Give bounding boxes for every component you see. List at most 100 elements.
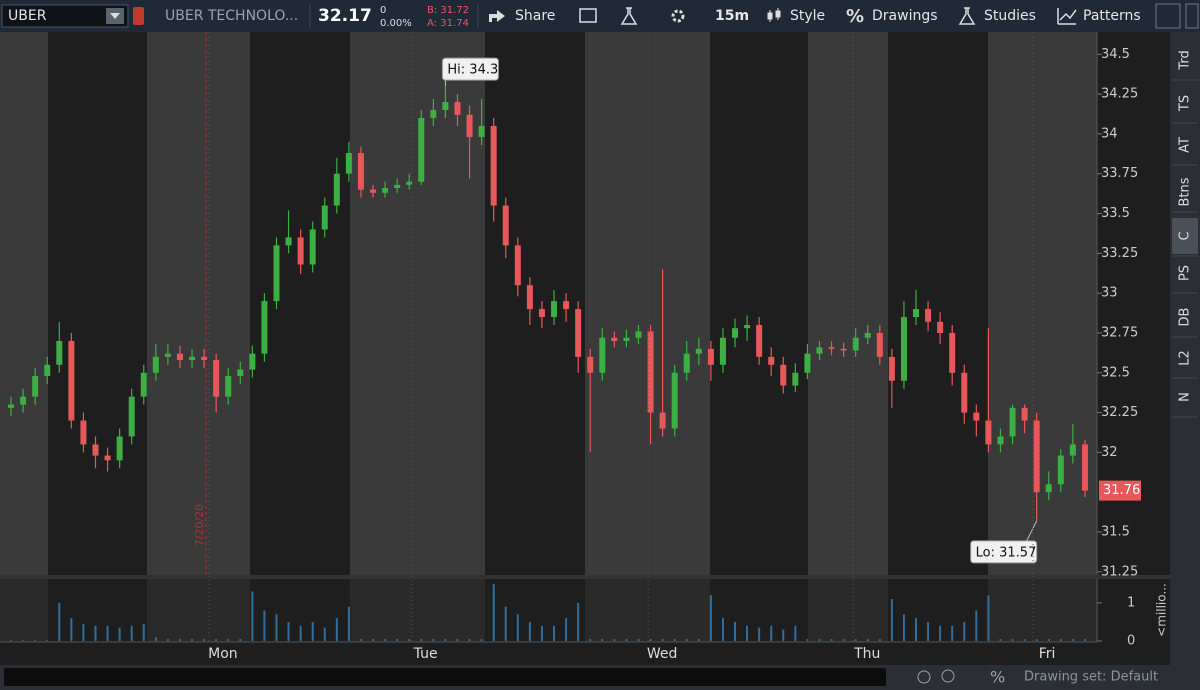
candle-body [828,347,835,349]
candle-body [804,353,811,373]
extended-hours-shade [808,579,888,642]
volume-bar [372,639,375,641]
candle-body [816,347,823,354]
scrollbar[interactable] [4,668,886,686]
candle-body [44,364,51,376]
price-axis [1097,32,1170,665]
sidebar-tab[interactable]: N [1178,392,1193,402]
bid: B: 31.72 [427,5,469,16]
sidebar-tab[interactable]: L2 [1178,350,1193,366]
sidebar-tab[interactable]: AT [1178,137,1193,153]
drawing-set[interactable]: Drawing set: Default [1024,670,1158,685]
share-button[interactable]: Share [515,8,555,24]
volume-bar [1035,639,1038,641]
candle-body [225,375,232,397]
volume-bar [649,639,652,641]
pan-icon[interactable] [917,670,931,684]
candle-body [478,125,485,138]
candle-body [900,317,907,381]
candle-body [719,337,726,365]
candle-body [273,245,280,302]
studies-button[interactable]: Studies [984,8,1036,24]
y-axis-label: <millio... [1155,583,1169,637]
volume-bar [94,625,97,641]
sidebar-tab[interactable]: PS [1178,265,1193,281]
settings-icon[interactable] [671,9,685,23]
candle-body [707,348,714,365]
style-button[interactable]: Style [790,8,825,24]
volume-bar [323,627,326,641]
net-change-pct: 0.00% [380,18,412,29]
volume-bar [1011,639,1014,641]
share-icon[interactable] [489,10,505,22]
sidebar-tab[interactable]: Trd [1178,50,1193,70]
drawings-button[interactable]: Drawings [872,8,938,24]
candle-body [32,375,39,397]
ask: A: 31.74 [427,18,469,29]
patterns-button[interactable]: Patterns [1083,8,1141,24]
last-price-box [1099,480,1141,501]
candle-body [623,337,630,341]
sidebar-tab[interactable]: C [1178,231,1193,240]
drawings-icon[interactable]: % [846,6,864,27]
percent-icon[interactable]: % [990,668,1005,687]
menu-button[interactable] [1185,3,1199,29]
candle-body [683,353,690,373]
candle-body [56,340,63,365]
candle-body [756,324,763,357]
candle-body [152,356,159,373]
volume-bar [480,639,483,641]
volume-bar [987,595,990,641]
volume-bar [468,639,471,641]
candle-body [237,369,244,376]
toolbar [0,0,1200,32]
extended-hours-shade [147,32,250,575]
sidebar-tab-active [1172,218,1198,254]
candle-body [490,125,497,206]
volume-bar [842,639,845,641]
last-price-label: 31.76 [1103,483,1140,498]
style-icon[interactable] [767,8,781,22]
candle-body [189,356,196,361]
beaker-icon[interactable] [620,7,638,25]
y-tick-label: 32 [1101,445,1118,460]
candle-body [997,436,1004,445]
patterns-icon[interactable] [1057,8,1077,25]
candle-body [937,321,944,333]
volume-bar [118,627,121,641]
studies-icon[interactable] [958,7,976,25]
extended-hours-shade [147,579,250,642]
volume-bar [685,639,688,641]
sidebar-tab[interactable]: TS [1178,95,1193,112]
volume-bar [287,621,290,641]
timeframe[interactable]: 15m [715,8,749,24]
sidebar-tab[interactable]: Btns [1178,177,1193,206]
volume-bar [613,639,616,641]
candle-body [671,372,678,429]
candle-body [587,356,594,373]
volume-bar [637,639,640,641]
candle-body [466,114,473,138]
volume-bar [1023,639,1026,641]
flag-icon[interactable] [579,8,597,23]
volume-bar [890,599,893,641]
volume-bar [335,618,338,641]
x-tick-label: Fri [1039,646,1056,662]
volume-bar [1071,639,1074,641]
volume-bar [359,639,362,641]
volume-bar [806,639,809,641]
y-tick-label: 0 [1127,634,1135,649]
expand-button[interactable] [1155,3,1181,29]
x-tick-label: Tue [413,646,438,662]
candle-body [164,353,171,357]
candle-body [333,173,340,206]
volume-bar [311,621,314,641]
sidebar-tab[interactable]: DB [1178,308,1193,327]
extended-hours-shade [585,579,710,642]
alert-flag[interactable] [133,7,144,25]
volume-bar [625,639,628,641]
zoom-icon[interactable] [941,669,955,683]
symbol[interactable]: UBER [8,8,47,24]
symbol-box[interactable] [1,4,129,28]
volume-bar [130,625,133,641]
